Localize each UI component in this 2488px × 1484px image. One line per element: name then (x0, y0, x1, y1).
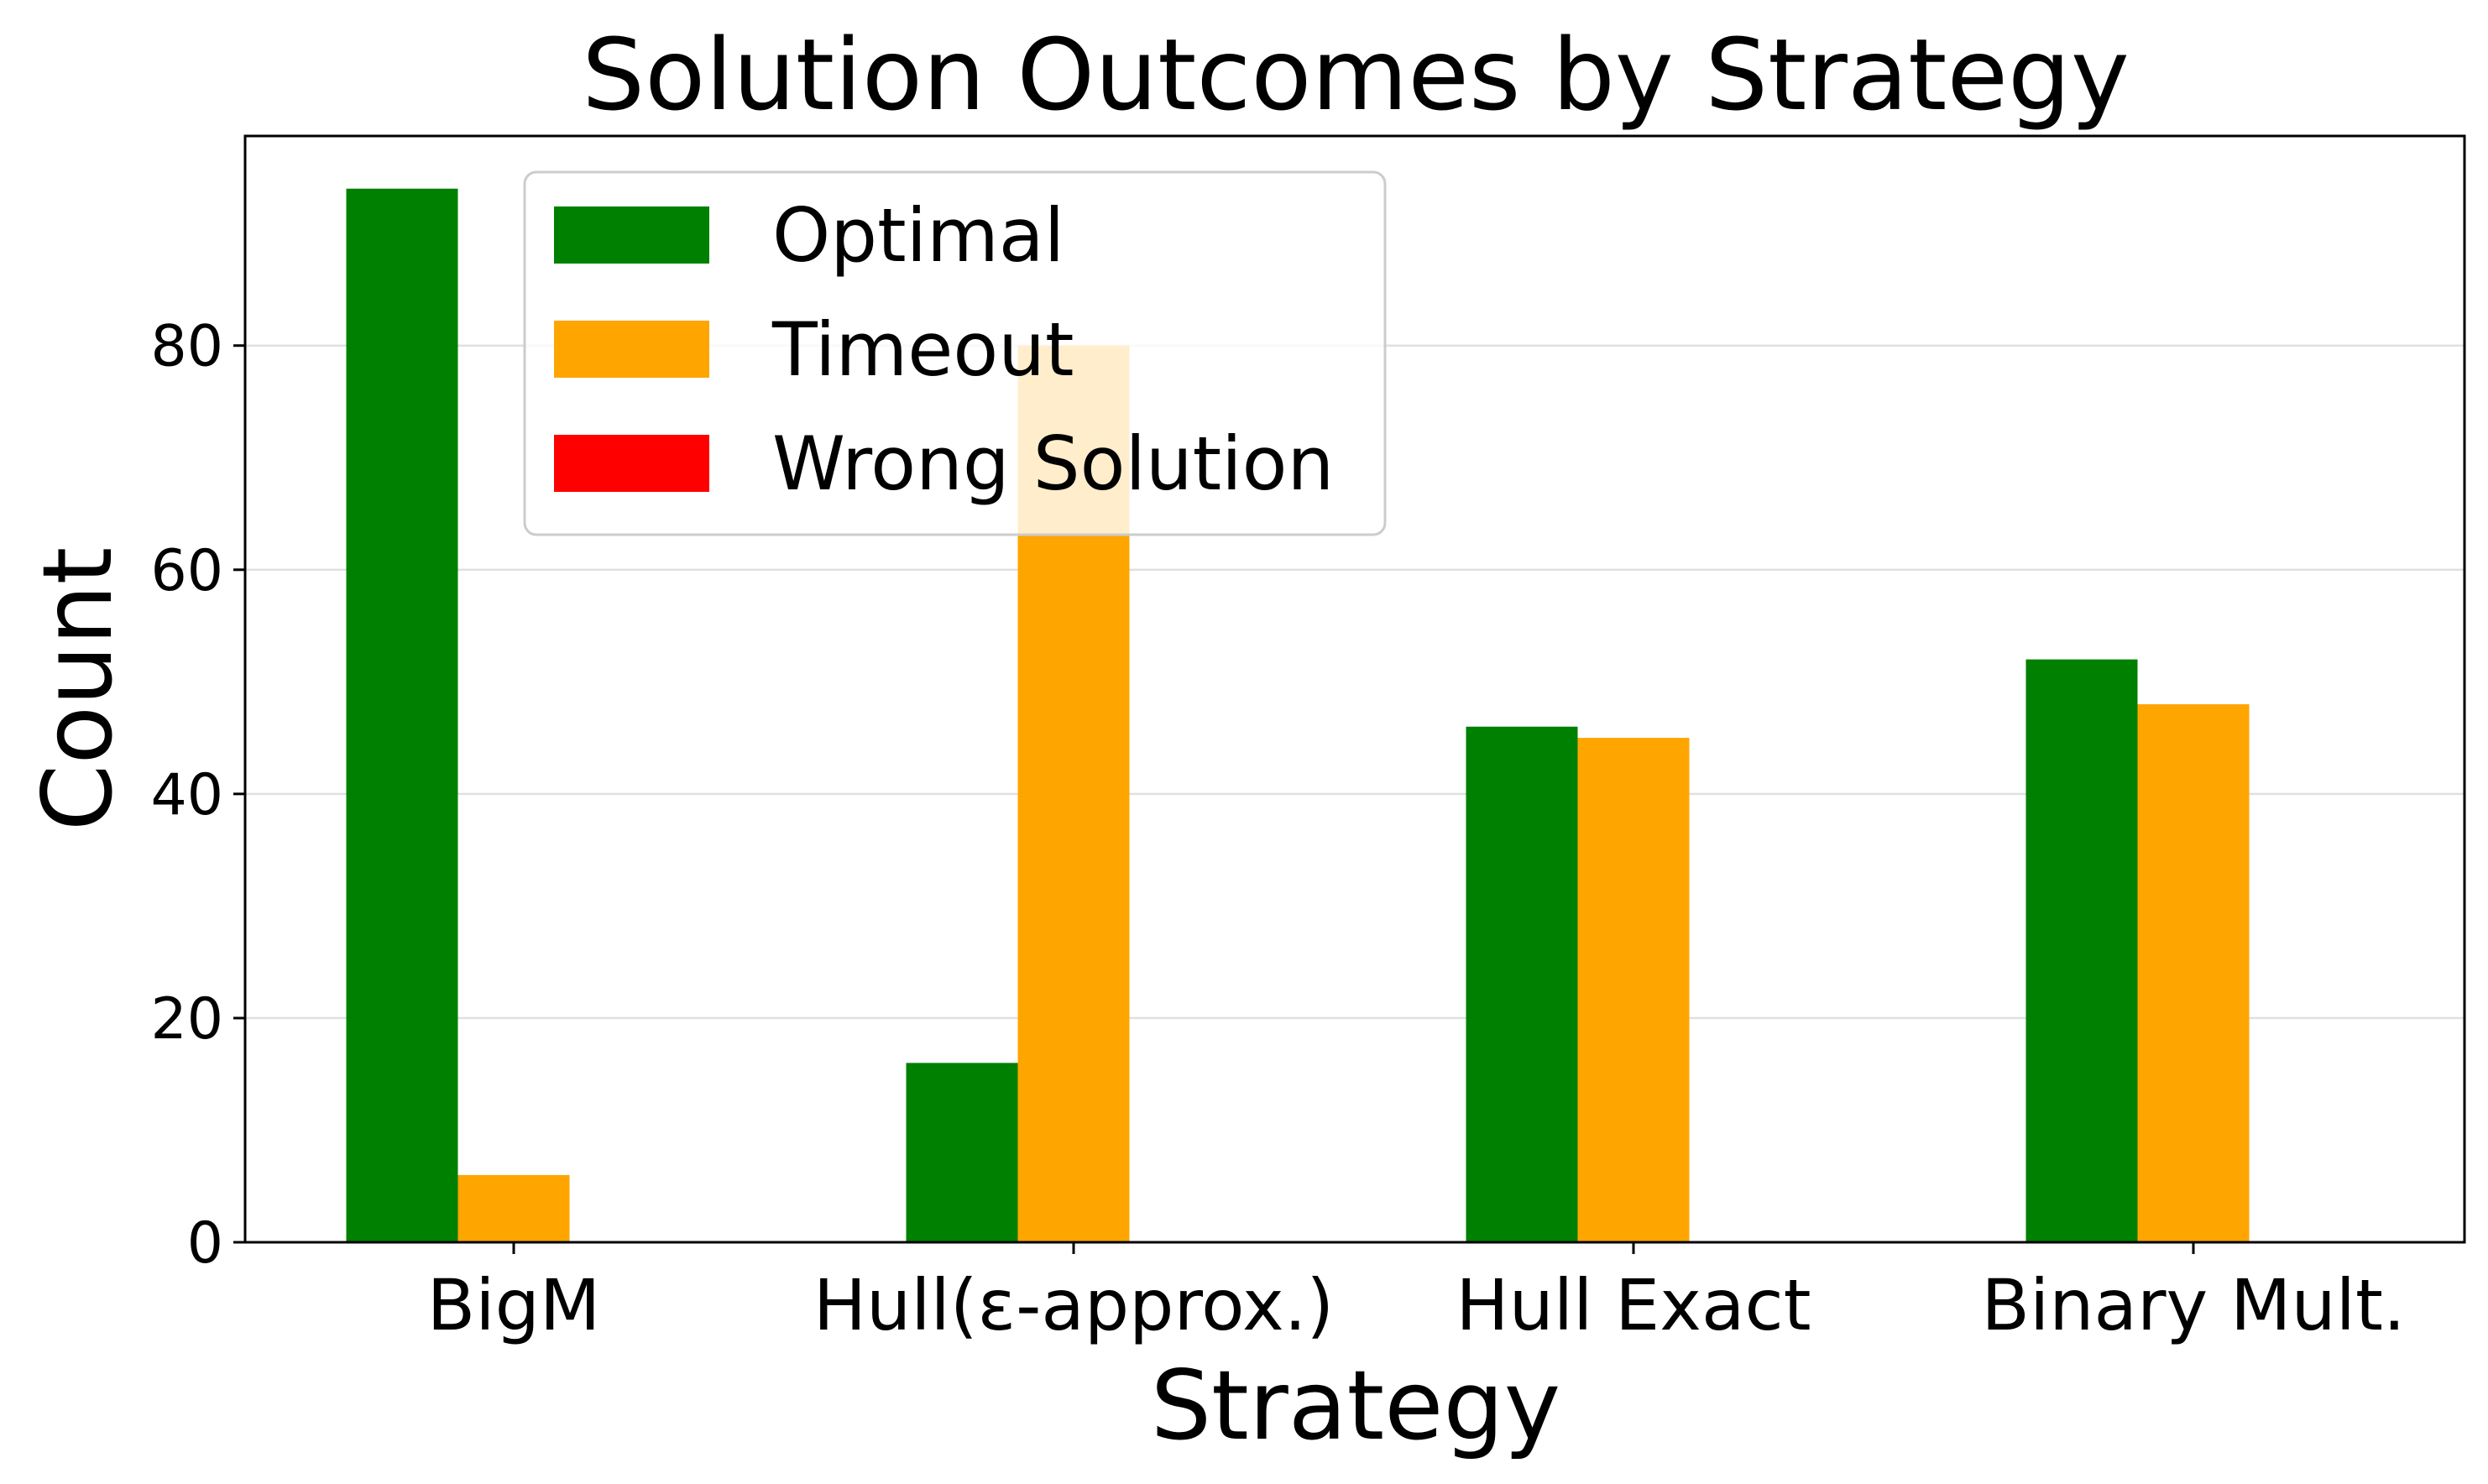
y-axis-ticks: 0 20 40 60 80 (150, 314, 245, 1277)
x-tick-label: BigM (427, 1264, 601, 1346)
bar-timeout (2137, 704, 2250, 1242)
legend-swatch-timeout (554, 321, 709, 378)
x-tick-label: Hull Exact (1456, 1264, 1811, 1346)
bar-optimal (906, 1063, 1018, 1242)
bars (346, 188, 2250, 1242)
legend-box (523, 170, 1387, 536)
x-axis-label: Strategy (1151, 1350, 1560, 1461)
y-tick-label: 0 (187, 1210, 223, 1277)
y-tick-label: 60 (150, 538, 223, 604)
legend-swatch-wrong-solution (554, 435, 709, 492)
bar-optimal (346, 188, 458, 1242)
bar-timeout (1577, 738, 1690, 1242)
bar-optimal (2025, 659, 2138, 1242)
legend-label-wrong-solution: Wrong Solution (772, 421, 1334, 507)
x-axis-ticks: BigM Hull(ε-approx.) Hull Exact Binary Mult… (427, 1242, 2406, 1346)
legend-label-optimal: Optimal (772, 192, 1064, 279)
bar-timeout (457, 1174, 570, 1242)
y-axis-label: Count (22, 547, 133, 832)
x-tick-label: Hull(ε-approx.) (813, 1264, 1334, 1346)
legend: Optimal Timeout Wrong Solution (523, 170, 1387, 536)
y-tick-label: 80 (150, 314, 223, 380)
x-tick-label: Binary Mult. (1981, 1264, 2405, 1346)
bar-optimal (1466, 726, 1578, 1242)
chart-title: Solution Outcomes by Strategy (582, 17, 2130, 133)
y-tick-label: 40 (150, 762, 223, 828)
legend-swatch-optimal (554, 206, 709, 264)
legend-label-timeout: Timeout (771, 306, 1074, 393)
plot-frame (243, 134, 2466, 1244)
y-tick-label: 20 (150, 986, 223, 1053)
